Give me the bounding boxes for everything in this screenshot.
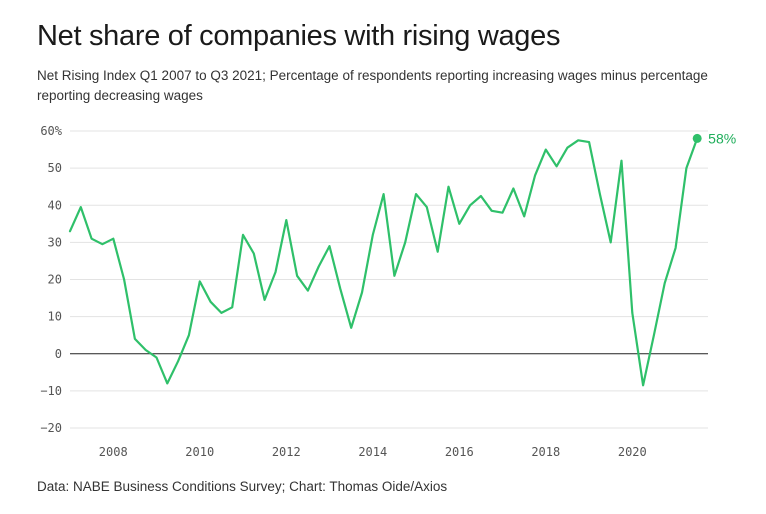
y-tick-label: −20 [40, 421, 62, 435]
x-tick-label: 2010 [185, 445, 214, 459]
end-value-label: 58% [708, 130, 736, 146]
chart-title: Net share of companies with rising wages [37, 20, 561, 52]
gridlines [70, 130, 708, 429]
y-tick-label: 10 [48, 310, 62, 324]
x-axis-ticks: 2008 2010 2012 2014 2016 2018 2020 [99, 445, 647, 459]
series-layer: 58% [68, 130, 736, 387]
chart-subtitle: Net Rising Index Q1 2007 to Q3 2021; Per… [37, 68, 708, 103]
end-point-marker [692, 133, 702, 143]
y-axis-ticks: 60% 50 40 30 20 10 0 −10 −20 [40, 124, 62, 435]
x-tick-label: 2014 [358, 445, 387, 459]
x-tick-label: 2020 [618, 445, 647, 459]
x-tick-label: 2012 [272, 445, 301, 459]
y-tick-label: 20 [48, 273, 62, 287]
y-tick-label: 0 [55, 347, 62, 361]
y-tick-label: 50 [48, 161, 62, 175]
x-tick-label: 2016 [445, 445, 474, 459]
source-note: Data: NABE Business Conditions Survey; C… [37, 479, 448, 494]
y-tick-label: 30 [48, 235, 62, 249]
x-tick-label: 2008 [99, 445, 128, 459]
series-line [68, 137, 699, 387]
y-tick-label: 60% [40, 124, 62, 138]
x-tick-label: 2018 [531, 445, 560, 459]
y-tick-label: 40 [48, 198, 62, 212]
y-tick-label: −10 [40, 384, 62, 398]
